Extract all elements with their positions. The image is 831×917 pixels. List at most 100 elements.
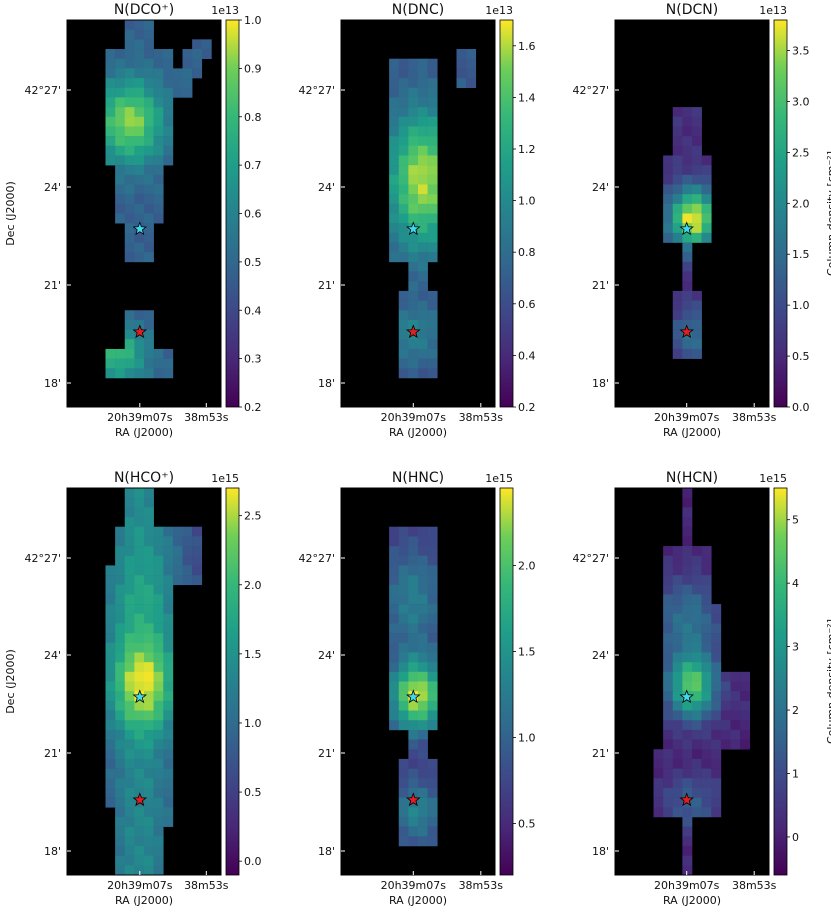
heatmap-cell [682, 319, 693, 330]
heatmap-cell [134, 671, 145, 682]
colorbar-tick-label: 0 [792, 831, 799, 844]
heatmap-cell [663, 739, 674, 750]
heatmap-cell [418, 681, 428, 692]
heatmap-cell [408, 145, 419, 156]
heatmap-cell [740, 729, 751, 740]
heatmap-cell [201, 49, 212, 60]
heatmap-cell [408, 184, 419, 195]
heatmap-cell [172, 526, 183, 537]
heatmap-cell [115, 194, 126, 205]
heatmap-cell [182, 49, 193, 60]
heatmap-cell [663, 700, 674, 711]
heatmap-cell [124, 691, 135, 702]
heatmap-cell [427, 787, 438, 798]
heatmap-cell [144, 739, 154, 750]
heatmap-cell [456, 68, 467, 79]
heatmap-cell [427, 642, 438, 653]
heatmap-cell [418, 261, 428, 272]
heatmap-cell [663, 594, 674, 605]
heatmap-cell [398, 223, 409, 234]
heatmap-cell [692, 594, 702, 605]
heatmap-cell [398, 116, 409, 127]
colorbar-tick-label: 1.5 [792, 248, 810, 261]
heatmap-cell [427, 300, 438, 311]
heatmap-cell [144, 329, 154, 340]
heatmap-cell [682, 281, 693, 292]
star-marker-south [406, 324, 421, 339]
heatmap-cell [427, 319, 438, 330]
heatmap-cell [408, 700, 419, 711]
heatmap-cell [153, 116, 164, 127]
heatmap-cell [418, 584, 428, 595]
heatmap-cell [398, 145, 409, 156]
heatmap-cell [134, 49, 145, 60]
heatmap-cell [144, 642, 154, 653]
heatmap-cell [398, 536, 409, 547]
heatmap-cell [663, 681, 674, 692]
heatmap-cell [682, 787, 693, 798]
star-marker-south [132, 324, 148, 339]
heatmap-cell [134, 232, 145, 243]
heatmap-cell [398, 310, 409, 321]
star-marker-north [132, 221, 148, 236]
heatmap-cell [389, 203, 400, 214]
heatmap-cell [701, 546, 712, 557]
heatmap-cell [427, 565, 438, 576]
heatmap-cell [740, 681, 751, 692]
heatmap-cell [134, 575, 145, 586]
heatmap-cell [182, 526, 193, 537]
heatmap-cell [163, 546, 174, 557]
heatmap-cell [672, 729, 683, 740]
heatmap-cell [418, 290, 428, 301]
heatmap-cell [692, 720, 702, 731]
colorbar-tick-label: 1.4 [518, 91, 536, 104]
heatmap-cell [124, 807, 135, 818]
heatmap-cell [144, 126, 154, 137]
heatmap-cell [124, 252, 135, 263]
heatmap-cell [192, 49, 203, 60]
heatmap-cell [153, 739, 164, 750]
colorbar-tick-label: 1.0 [244, 717, 262, 730]
heatmap-cell [418, 526, 428, 537]
heatmap-cell [418, 575, 428, 586]
heatmap-cell [408, 604, 419, 615]
heatmap-cell [663, 584, 674, 595]
heatmap-cell [711, 739, 722, 750]
heatmap-cell [115, 136, 126, 147]
heatmap-cell [692, 623, 702, 634]
heatmap-cell [134, 68, 145, 79]
heatmap-cell [672, 155, 683, 166]
heatmap-cell [163, 623, 174, 634]
heatmap-cell [124, 729, 135, 740]
heatmap-cell [134, 213, 145, 224]
heatmap-cell [427, 681, 438, 692]
heatmap-cell [182, 575, 193, 586]
heatmap-cell [105, 739, 116, 750]
heatmap-cell [163, 107, 174, 118]
heatmap-cell [153, 555, 164, 566]
heatmap-cell [153, 49, 164, 60]
heatmap-cell [134, 174, 145, 185]
heatmap-cell [144, 836, 154, 847]
y-tick-label: 21' [44, 747, 61, 760]
heatmap-cell [711, 787, 722, 798]
heatmap-cell [682, 145, 693, 156]
heatmap-cell [153, 126, 164, 137]
heatmap-cell [682, 594, 693, 605]
heatmap-cell [163, 739, 174, 750]
heatmap-cell [201, 39, 212, 50]
heatmap-cell [144, 232, 154, 243]
heatmap-cell [153, 662, 164, 673]
heatmap-cell [134, 662, 145, 673]
heatmap-cell [418, 300, 428, 311]
heatmap-cell [105, 720, 116, 731]
heatmap-cell [115, 584, 126, 595]
heatmap-cell [427, 594, 438, 605]
heatmap-cell [134, 749, 145, 760]
heatmap-cell [692, 729, 702, 740]
heatmap-cell [163, 136, 174, 147]
heatmap-cell [144, 691, 154, 702]
heatmap-cell [105, 126, 116, 137]
colorbar-tick-label: 1.5 [518, 645, 536, 658]
heatmap-cell [163, 797, 174, 808]
